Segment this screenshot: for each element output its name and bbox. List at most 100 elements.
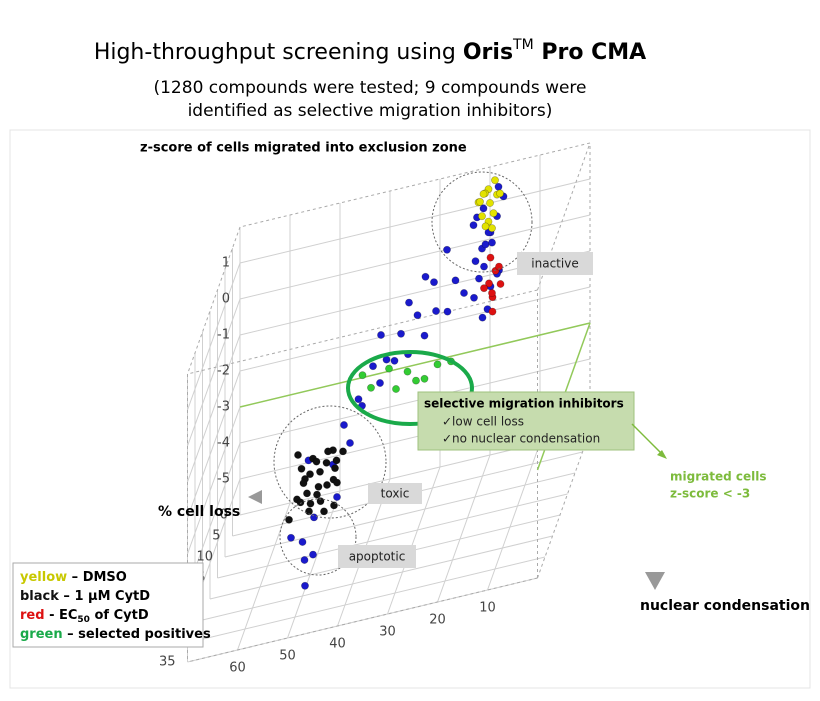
data-point [486,199,494,207]
data-point [306,499,315,508]
data-point [469,221,478,230]
data-point [432,307,440,315]
y-tick-label: 0 [220,508,228,523]
grid-line [187,370,241,519]
title-prefix: High-throughput screening using [94,40,463,65]
data-point [476,197,484,206]
data-point [496,189,504,198]
selection-ellipse [346,350,474,426]
data-point [486,253,495,262]
data-point [313,490,321,499]
grid-line [387,466,441,615]
data-point [460,289,468,297]
legend-entry: black – 1 μM CytD [20,589,150,604]
data-point [358,371,367,380]
data-point [316,497,325,506]
y-tick-label: 10 [196,550,213,565]
selection-title: selective migration inhibitors [424,397,624,411]
data-point [296,498,305,507]
callout-label: apoptotic [349,550,406,564]
grid-line [239,178,591,264]
box-edge [537,430,591,579]
data-point [309,550,317,559]
data-point [495,262,503,271]
axis-arrow [248,490,262,504]
data-point [333,493,341,501]
x-tick-label: 60 [229,661,246,676]
legend-entry: green – selected positives [20,627,211,642]
data-point [287,533,295,542]
z-axis-label: z-score of cells migrated into exclusion… [140,141,467,156]
data-point [475,274,483,283]
data-point [392,385,400,393]
data-point [303,489,311,498]
data-point [488,289,496,297]
data-point [478,212,486,221]
data-point [489,209,498,218]
data-point [301,581,309,590]
data-point [479,204,488,213]
data-point [470,293,478,302]
data-point [385,364,393,373]
data-point [298,538,307,546]
data-point [480,262,488,271]
data-point [294,451,302,459]
data-point [485,279,493,288]
data-point [300,556,309,564]
y-tick-label: 35 [159,655,176,670]
legend-entry: yellow – DMSO [20,570,127,585]
data-point [369,362,377,371]
selection-item: ✓no nuclear condensation [442,432,600,446]
legend-text: of CytD [90,608,149,623]
cluster-circle [431,171,533,273]
grid-line [187,298,241,447]
z-tick-label: 0 [222,292,230,307]
z-tick-label: 1 [222,256,230,271]
data-point [403,367,412,376]
data-point [494,182,503,191]
grid-line [187,406,241,555]
data-point [390,356,399,365]
data-point [430,278,438,287]
data-point [367,383,375,392]
data-point [333,478,341,487]
x-tick-label: 40 [329,637,346,652]
data-point [481,222,490,231]
x-tick-label: 10 [479,601,496,616]
threshold-pointer-head [657,450,667,459]
grid-line [217,493,568,579]
z-tick-label: -3 [217,400,230,415]
data-point [285,515,293,524]
grid-line [287,490,341,639]
legend-text: – 1 μM CytD [59,589,150,604]
data-point [377,331,385,339]
grid-line [194,556,546,642]
data-point [443,245,451,254]
data-point [420,374,429,383]
grid-line [224,472,576,558]
threshold-label: z-score < -3 [670,487,750,501]
z-tick-label: -1 [217,328,230,343]
data-point [340,421,348,429]
data-point [331,464,339,473]
data-point [324,447,332,456]
grid-line [187,334,241,483]
legend-key: yellow [20,570,67,585]
box-edge [187,226,241,375]
legend-key: red [20,608,45,623]
data-point [496,280,505,288]
data-point [481,240,490,249]
threshold-pointer [631,423,665,457]
title-superscript: TM [512,37,534,53]
data-point [376,379,384,387]
data-point [480,284,488,293]
data-point [330,501,338,510]
data-point [346,439,354,447]
legend-text: – selected positives [63,627,211,642]
x-tick-label: 20 [429,613,446,628]
z-tick-label: -5 [217,472,230,487]
chart-title: High-throughput screening using OrisTM P… [94,37,646,65]
data-point [299,479,308,488]
legend-box [12,562,204,648]
data-point [433,360,442,369]
